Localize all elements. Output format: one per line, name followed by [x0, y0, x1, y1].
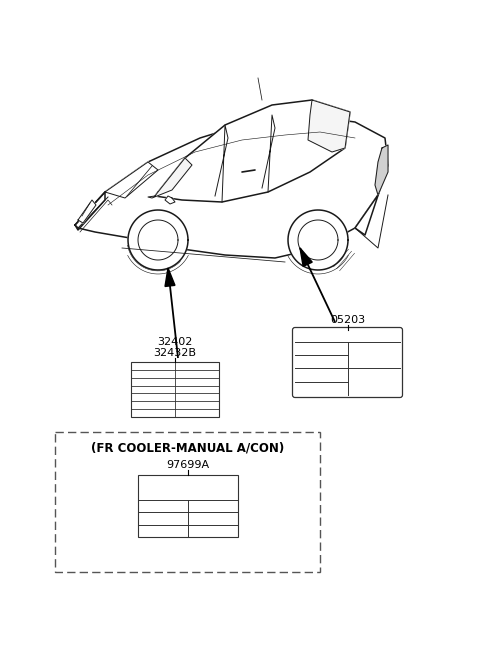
Bar [55, 432, 320, 572]
Polygon shape [148, 158, 192, 198]
FancyBboxPatch shape [292, 328, 403, 398]
Polygon shape [105, 162, 158, 198]
Text: 32402: 32402 [157, 337, 192, 347]
Polygon shape [308, 100, 350, 152]
Text: 05203: 05203 [330, 315, 365, 325]
Text: (FR COOLER-MANUAL A/CON): (FR COOLER-MANUAL A/CON) [91, 441, 284, 455]
Text: 97699A: 97699A [166, 460, 209, 470]
Polygon shape [165, 196, 175, 204]
Polygon shape [288, 210, 348, 270]
Polygon shape [375, 145, 388, 195]
Polygon shape [78, 200, 96, 223]
Polygon shape [300, 248, 312, 267]
Polygon shape [75, 116, 388, 258]
Polygon shape [165, 268, 175, 286]
Polygon shape [128, 210, 188, 270]
Text: 32432B: 32432B [154, 348, 196, 358]
Polygon shape [155, 100, 350, 202]
Polygon shape [355, 165, 388, 235]
Bar [137, 475, 238, 537]
Bar [131, 362, 219, 417]
